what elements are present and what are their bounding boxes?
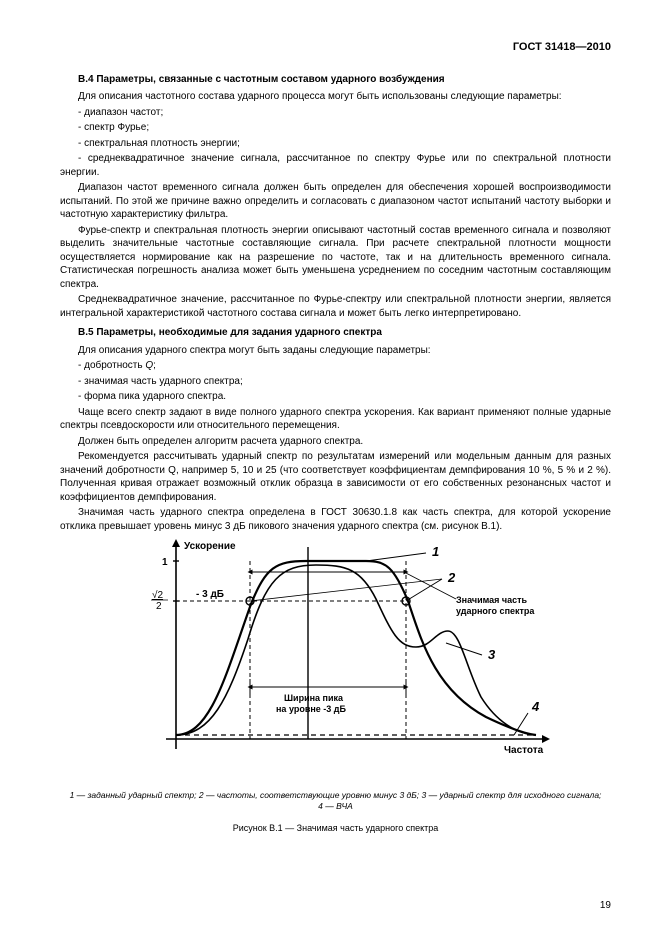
page: ГОСТ 31418—2010 В.4 Параметры, связанные… [0,0,661,936]
zone-label-1: Значимая часть [456,595,528,605]
b4-p2: Фурье-спектр и спектральная плотность эн… [60,224,611,292]
minus3db-label: - 3 дБ [196,589,224,600]
ytick-sqrt-bot: 2 [156,601,162,612]
figure-caption: Рисунок В.1 — Значимая часть ударного сп… [60,822,611,834]
x-axis-label: Частота [504,745,544,756]
b5-p1: Чаще всего спектр задают в виде полного … [60,406,611,433]
b4-item-2: - спектр Фурье; [78,121,611,135]
ytick-sqrt-top: √2 [152,589,163,601]
section-b5-title: В.5 Параметры, необходимые для задания у… [78,326,611,340]
curve-3 [176,565,536,735]
doc-id: ГОСТ 31418—2010 [60,40,611,55]
page-number: 19 [600,899,611,913]
callout-2: 2 [447,570,456,585]
callout-3: 3 [488,647,496,662]
curve-1 [176,561,536,735]
callout-4: 4 [531,699,540,714]
b4-item-3: - спектральная плотность энергии; [78,137,611,151]
b4-p1: Диапазон частот временного сигнала долже… [60,181,611,222]
b5-item-3: - форма пика ударного спектра. [78,390,611,404]
b5-item-2: - значимая часть ударного спектра; [78,375,611,389]
callout-1: 1 [432,544,439,559]
b5-p3: Рекомендуется рассчитывать ударный спект… [60,450,611,504]
figure-b1: 1 √2 2 - 3 дБ 1 [116,539,556,784]
b5-p4: Значимая часть ударного спектра определе… [60,506,611,533]
figure-legend: 1 — заданный ударный спектр; 2 — частоты… [60,790,611,812]
b4-item-4: - среднеквадратичное значение сигнала, р… [60,152,611,179]
y-axis-label: Ускорение [184,541,236,552]
zone-label-2: ударного спектра [456,606,535,616]
b4-p3: Среднеквадратичное значение, рассчитанно… [60,293,611,320]
b5-intro: Для описания ударного спектра могут быть… [60,344,611,358]
section-b4-title: В.4 Параметры, связанные с частотным сос… [78,73,611,87]
ytick-1: 1 [162,557,168,568]
width-label-1: Ширина пика [284,693,344,703]
b5-p2: Должен быть определен алгоритм расчета у… [60,435,611,449]
b4-item-1: - диапазон частот; [78,106,611,120]
width-label-2: на уровне -3 дБ [276,704,347,714]
b5-item-1: - добротность Q; [78,359,611,373]
b4-intro: Для описания частотного состава ударного… [60,90,611,104]
